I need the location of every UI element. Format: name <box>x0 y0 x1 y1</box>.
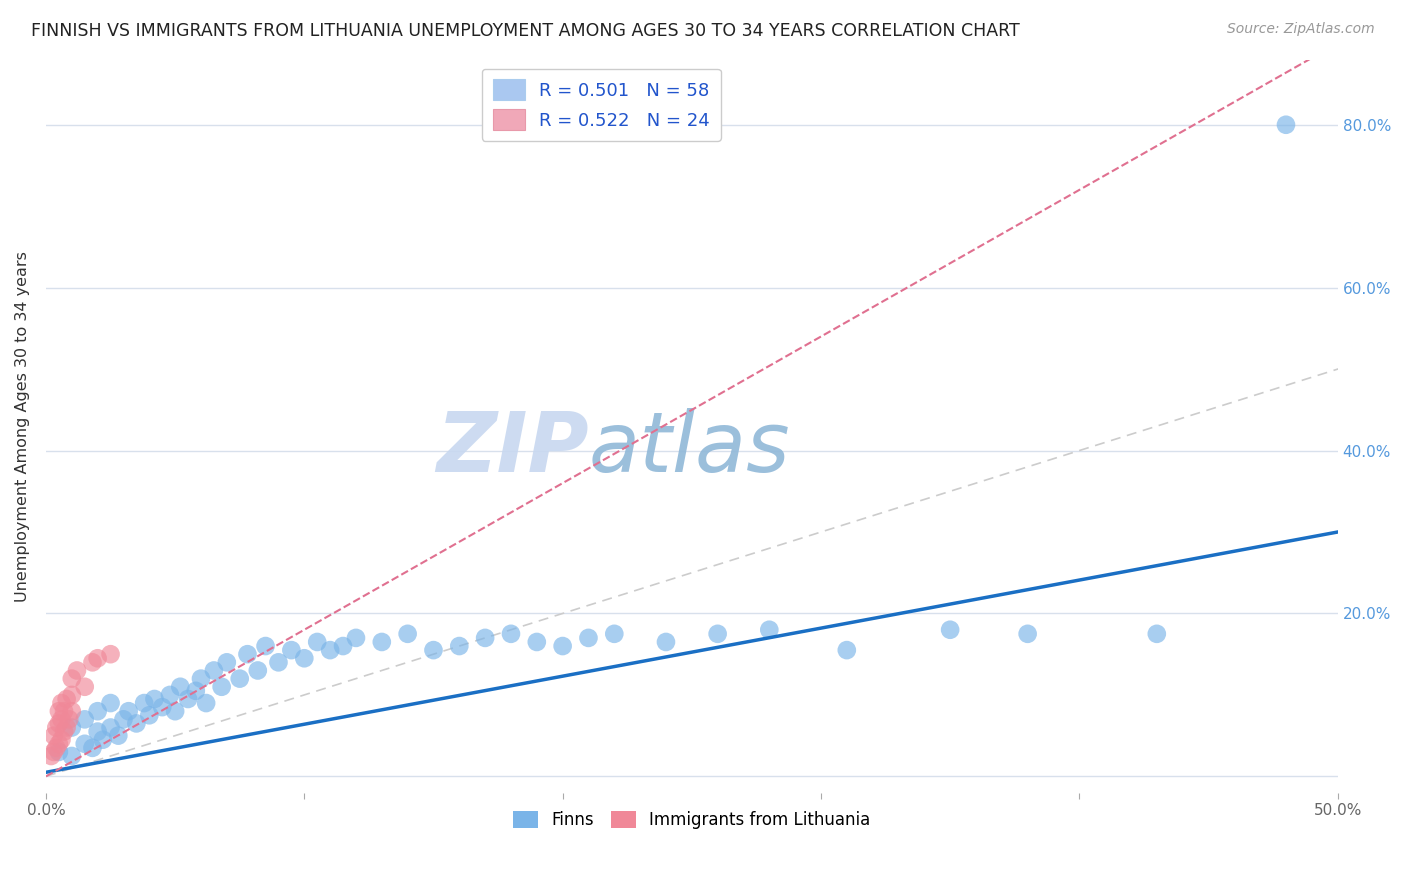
Point <box>82 740 104 755</box>
Point <box>100 647 122 661</box>
Point <box>48 745 70 759</box>
Legend: Finns, Immigrants from Lithuania: Finns, Immigrants from Lithuania <box>506 804 877 836</box>
Point <box>307 635 329 649</box>
Point <box>91 732 114 747</box>
Point <box>143 692 166 706</box>
Point <box>45 740 67 755</box>
Point <box>51 732 73 747</box>
Point <box>60 688 83 702</box>
Point <box>60 749 83 764</box>
Point <box>138 708 160 723</box>
Point <box>267 656 290 670</box>
Point <box>254 639 277 653</box>
Point <box>526 635 548 649</box>
Point <box>100 721 122 735</box>
Point <box>228 672 250 686</box>
Point <box>190 672 212 686</box>
Point <box>55 721 77 735</box>
Point <box>215 656 238 670</box>
Point <box>107 729 129 743</box>
Point <box>134 696 156 710</box>
Point <box>48 716 70 731</box>
Text: FINNISH VS IMMIGRANTS FROM LITHUANIA UNEMPLOYMENT AMONG AGES 30 TO 34 YEARS CORR: FINNISH VS IMMIGRANTS FROM LITHUANIA UNE… <box>31 22 1019 40</box>
Point <box>758 623 780 637</box>
Text: ZIP: ZIP <box>436 408 589 489</box>
Text: Source: ZipAtlas.com: Source: ZipAtlas.com <box>1227 22 1375 37</box>
Point <box>117 704 139 718</box>
Point <box>195 696 218 710</box>
Point <box>159 688 181 702</box>
Point <box>39 749 62 764</box>
Point <box>73 712 96 726</box>
Point <box>48 704 70 718</box>
Point <box>371 635 394 649</box>
Point <box>319 643 342 657</box>
Point <box>42 745 65 759</box>
Point <box>53 704 76 718</box>
Point <box>396 627 419 641</box>
Point <box>51 712 73 726</box>
Point <box>86 704 108 718</box>
Point <box>177 692 200 706</box>
Point <box>82 656 104 670</box>
Point <box>578 631 600 645</box>
Point <box>551 639 574 653</box>
Point <box>66 664 89 678</box>
Point <box>53 724 76 739</box>
Point <box>73 737 96 751</box>
Point <box>280 643 302 657</box>
Point <box>1017 627 1039 641</box>
Point <box>45 721 67 735</box>
Point <box>86 724 108 739</box>
Point <box>344 631 367 645</box>
Point <box>422 643 444 657</box>
Point <box>125 716 148 731</box>
Point <box>835 643 858 657</box>
Point <box>86 651 108 665</box>
Point <box>184 683 207 698</box>
Point <box>112 712 135 726</box>
Point <box>474 631 496 645</box>
Y-axis label: Unemployment Among Ages 30 to 34 years: Unemployment Among Ages 30 to 34 years <box>15 251 30 601</box>
Point <box>73 680 96 694</box>
Point <box>169 680 191 694</box>
Point <box>292 651 315 665</box>
Point <box>449 639 471 653</box>
Point <box>202 664 225 678</box>
Point <box>58 712 80 726</box>
Point <box>246 664 269 678</box>
Point <box>939 623 962 637</box>
Point <box>236 647 259 661</box>
Point <box>499 627 522 641</box>
Point <box>60 704 83 718</box>
Point <box>655 635 678 649</box>
Point <box>60 721 83 735</box>
Point <box>706 627 728 641</box>
Point <box>150 700 173 714</box>
Text: atlas: atlas <box>589 408 790 489</box>
Point <box>603 627 626 641</box>
Point <box>165 704 187 718</box>
Point <box>55 692 77 706</box>
Point <box>48 737 70 751</box>
Point <box>42 729 65 743</box>
Point <box>1275 118 1298 132</box>
Point <box>60 672 83 686</box>
Point <box>332 639 354 653</box>
Point <box>51 696 73 710</box>
Point <box>211 680 233 694</box>
Point <box>1146 627 1168 641</box>
Point <box>100 696 122 710</box>
